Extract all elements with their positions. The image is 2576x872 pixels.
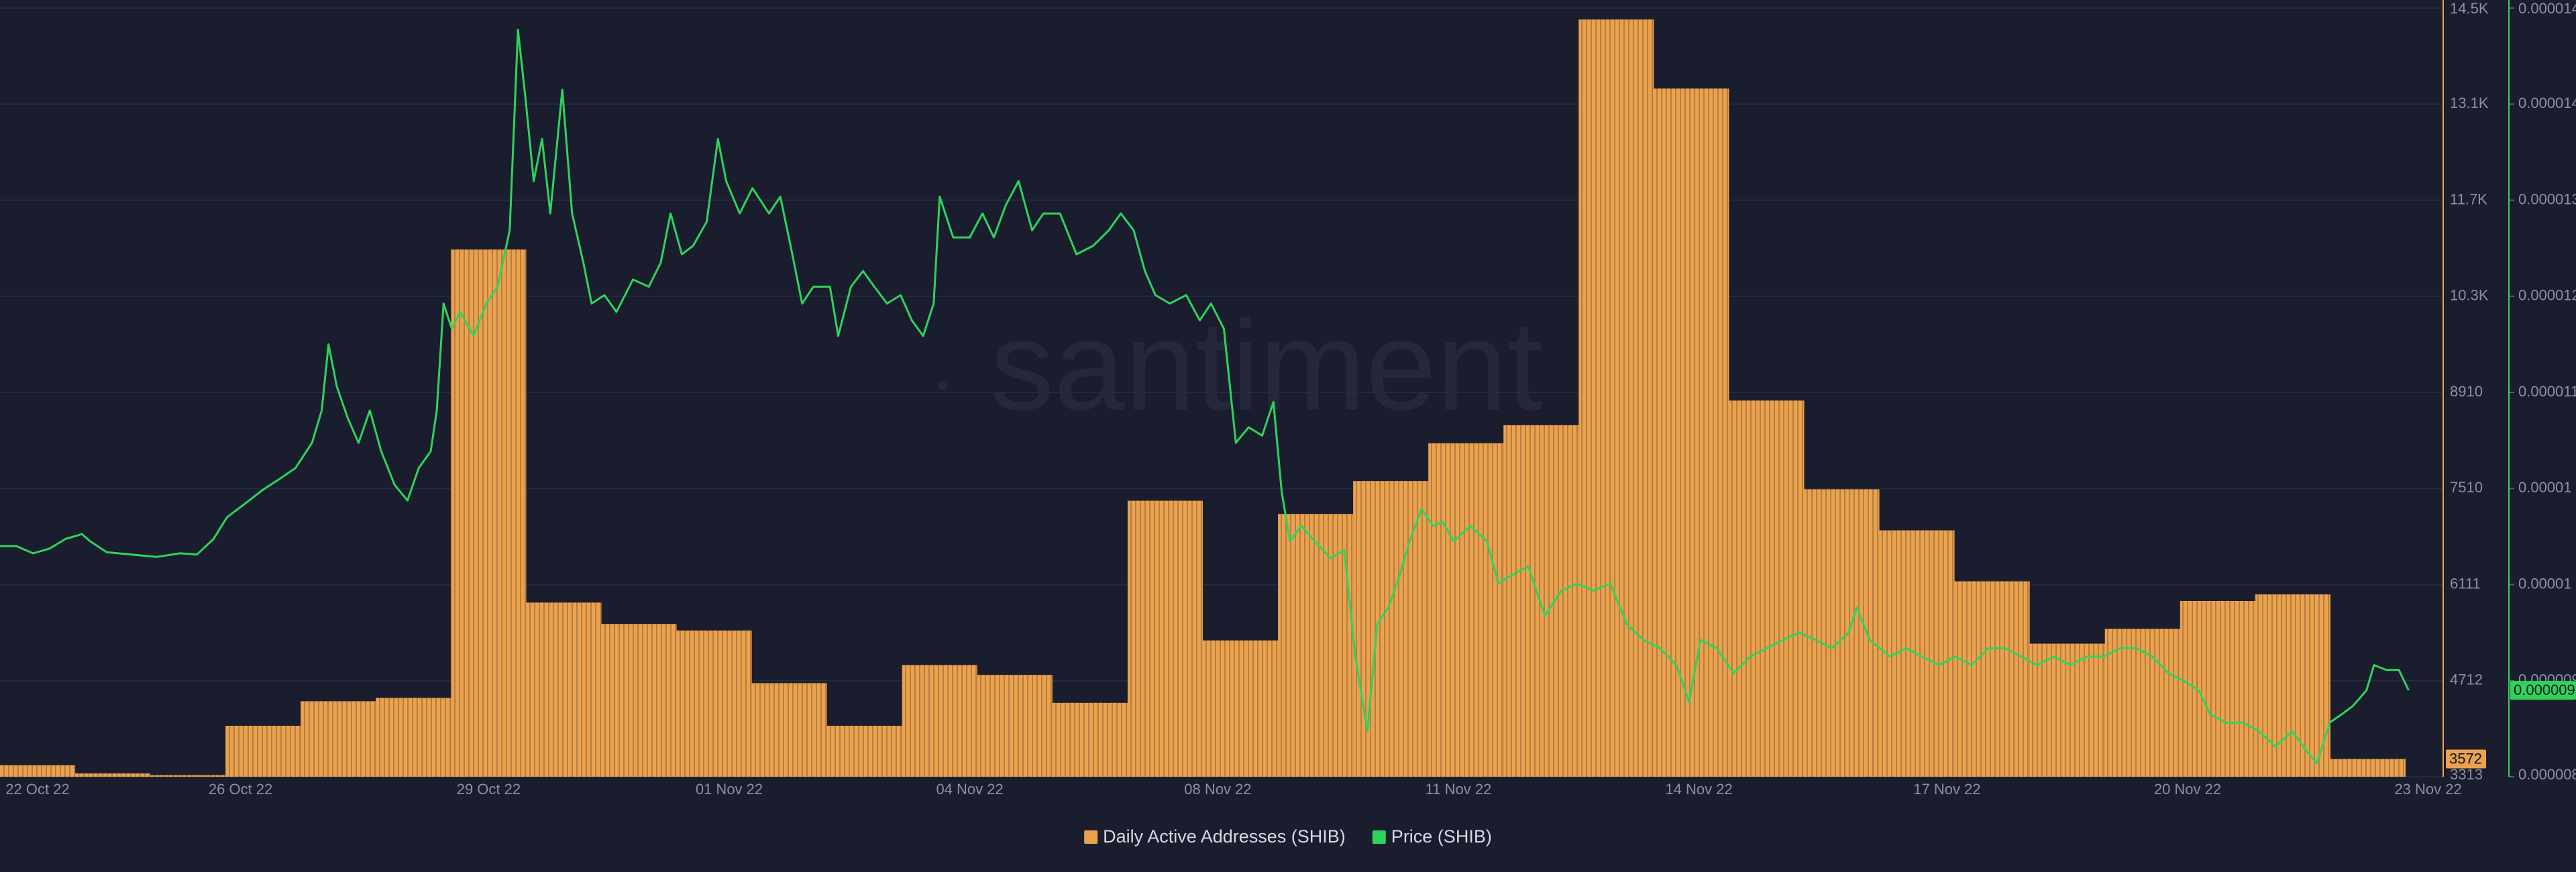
y2-tick-label: 0.000011 [2518,383,2576,400]
bar [826,726,902,777]
bar [451,249,527,777]
y-tick-label: 11.7K [2450,190,2487,207]
legend-label: Price (SHIB) [1391,826,1492,847]
bar [1278,514,1354,777]
bar [1503,425,1579,777]
x-tick-label: 29 Oct 22 [457,781,521,798]
x-tick-label: 26 Oct 22 [209,781,272,798]
x-tick-label: 04 Nov 22 [936,781,1003,798]
x-tick-label: 20 Nov 22 [2154,781,2221,798]
y-tick-label: 3313 [2450,766,2483,783]
watermark-dot [938,381,947,390]
bar [1353,481,1429,777]
y2-tick-label: 0.000008 [2518,766,2576,783]
y-tick-label: 10.3K [2450,287,2489,304]
last-value-label: 0.000009 [2514,682,2575,698]
bar [1202,640,1279,777]
y2-tick-label: 0.000013 [2518,190,2576,207]
watermark-group: santiment [938,294,1595,437]
bar [2330,759,2406,777]
bar [1428,443,1504,777]
bar [676,631,752,777]
bar [1654,88,1729,777]
bar [0,765,76,777]
bar [1127,500,1203,777]
legend-swatch [1372,830,1386,844]
bar [376,698,451,777]
y-tick-label: 14.5K [2450,0,2489,17]
bar [301,701,376,777]
y-tick-label: 8910 [2450,383,2483,400]
bar [75,773,151,777]
x-tick-label: 08 Nov 22 [1184,781,1251,798]
x-tick-label: 23 Nov 22 [2394,781,2461,798]
y-tick-label: 13.1K [2450,95,2489,111]
legend-label: Daily Active Addresses (SHIB) [1103,826,1346,847]
bar [526,602,602,777]
bar [1052,702,1128,777]
plot [0,19,2410,777]
bar [977,675,1053,777]
x-tick-label: 01 Nov 22 [696,781,763,798]
bar [2180,600,2255,777]
bar [2029,643,2105,777]
bar [2104,629,2180,777]
x-tick-label: 17 Nov 22 [1913,781,1980,798]
bar [1729,400,1805,777]
x-tick-label: 22 Oct 22 [5,781,69,798]
bar [1804,489,1880,777]
x-tick-label: 11 Nov 22 [1426,781,1492,798]
y-tick-label: 6111 [2450,575,2481,592]
y-tick-label: 7510 [2450,479,2483,496]
y-tick-label: 4712 [2450,671,2483,688]
bar [601,624,677,777]
bar [225,726,301,777]
price-line [0,28,2410,765]
last-value-box [2446,749,2486,769]
x-tick-label: 14 Nov 22 [1665,781,1732,798]
y2-tick-label: 0.000012 [2518,287,2576,304]
legend-swatch [1084,830,1098,844]
watermark: santiment [990,294,1543,437]
y2-tick-label: 0.000014 [2518,0,2576,17]
last-value-box [2510,681,2576,700]
legend: Daily Active Addresses (SHIB) Price (SHIB… [1084,826,1492,847]
bar [751,683,827,777]
y2-tick-label: 0.00001 [2518,479,2572,496]
bar [150,775,226,777]
bar [902,665,977,777]
bar [1954,581,2030,777]
last-value-label: 3572 [2449,750,2482,767]
bar [2255,594,2330,777]
y2-tick-label: 0.000014 [2518,95,2576,111]
bar [1578,19,1654,777]
y2-tick-label: 0.00001 [2518,575,2572,592]
